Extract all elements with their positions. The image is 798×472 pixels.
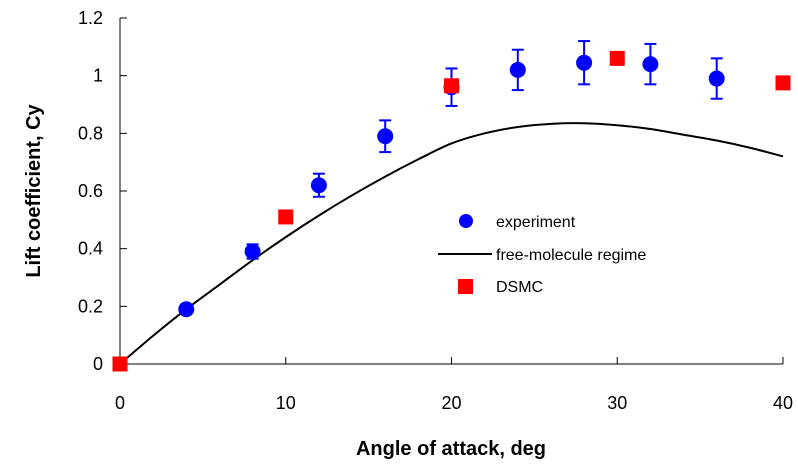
experiment-point [244,243,261,260]
legend-marker-dsmc [458,279,473,294]
legend-label-experiment: experiment [496,214,576,231]
experiment-point [377,128,394,145]
x-tick-label: 30 [607,393,627,413]
legend-label-free-molecule: free-molecule regime [496,247,646,264]
experiment-point [642,56,659,73]
plot-area: 0 0.2 0.4 0.6 0.8 1 1.2 0 10 20 30 40 [78,8,793,413]
experiment-point [576,54,593,71]
dsmc-marker-series [112,50,791,372]
y-axis-ticks: 0 0.2 0.4 0.6 0.8 1 1.2 [78,8,127,374]
dsmc-point [609,50,625,66]
legend-marker-experiment [459,214,473,228]
dsmc-point [775,75,791,91]
y-tick-label: 0.8 [78,123,103,143]
dsmc-point [278,209,294,225]
dsmc-point [444,78,459,94]
x-axis-ticks: 0 10 20 30 40 [115,357,793,413]
y-axis-title: Lift coefficient, Cy [23,103,45,277]
dsmc-point [112,356,128,372]
y-tick-label: 1.2 [78,8,103,28]
y-tick-label: 0.2 [78,296,103,316]
x-tick-label: 40 [773,393,793,413]
x-tick-label: 20 [441,393,461,413]
experiment-point [310,177,327,194]
y-tick-label: 1 [93,66,103,86]
x-tick-label: 10 [276,393,296,413]
experiment-point [509,61,526,78]
free-molecule-curve [119,122,784,365]
x-tick-label: 0 [115,393,125,413]
experiment-marker-series [178,54,725,318]
legend: experiment free-molecule regime DSMC [438,214,646,296]
y-tick-label: 0 [93,354,103,374]
experiment-point [708,70,725,87]
legend-label-dsmc: DSMC [496,279,543,296]
x-axis-title: Angle of attack, deg [356,438,546,460]
experiment-point [178,301,195,318]
y-tick-label: 0.6 [78,181,103,201]
y-tick-label: 0.4 [78,239,103,259]
free-molecule-line-series [119,122,784,365]
